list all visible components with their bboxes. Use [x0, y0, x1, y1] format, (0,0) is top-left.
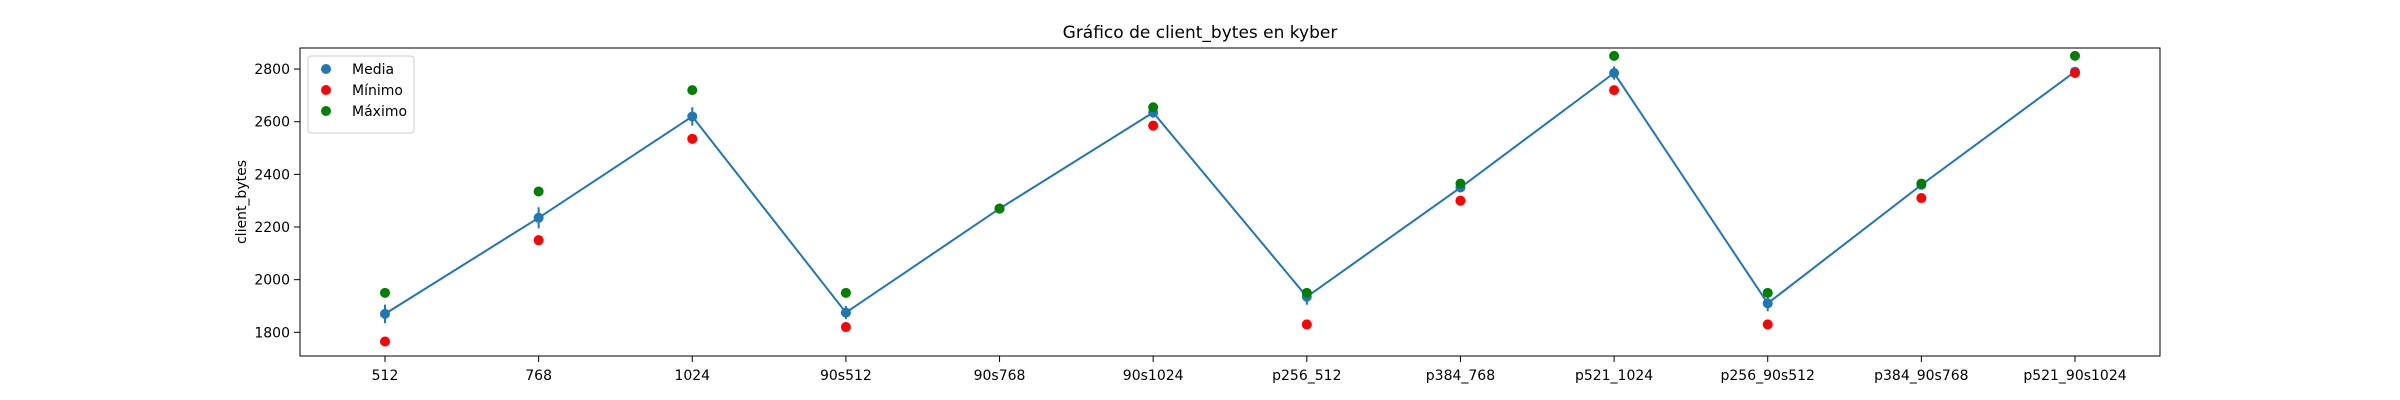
y-tick-label: 1800 — [254, 325, 290, 341]
x-tick-label: 90s512 — [820, 368, 872, 384]
data-point — [533, 186, 544, 197]
data-point — [380, 287, 390, 298]
x-tick-label: p384_90s768 — [1874, 368, 1968, 384]
x-tick-label: 512 — [372, 368, 399, 384]
data-point — [840, 322, 851, 333]
legend-marker — [321, 85, 331, 95]
series-0 — [380, 66, 2080, 324]
data-point — [533, 235, 544, 246]
data-point — [840, 307, 851, 318]
y-tick-label: 2400 — [254, 167, 290, 183]
y-tick-label: 2800 — [254, 62, 290, 78]
y-tick-label: 2000 — [254, 273, 290, 289]
y-tick-label: 2600 — [254, 115, 290, 131]
x-tick-label: 90s1024 — [1123, 368, 1184, 384]
data-point — [994, 203, 1005, 214]
data-point — [380, 336, 390, 347]
chart-title: Gráfico de client_bytes en kyber — [1063, 23, 1338, 43]
plot-frame — [299, 47, 2161, 357]
y-axis: 1800 2000 2200 2400 2600 2800 — [254, 62, 300, 341]
data-point — [687, 133, 698, 144]
x-tick-label: p256_512 — [1272, 368, 1341, 384]
x-axis: 512 768 1024 90s512 90s768 90s1024 p256_512 p38… — [372, 356, 2127, 384]
data-point — [1762, 319, 1773, 330]
series-1 — [380, 68, 2080, 347]
legend-marker — [321, 64, 331, 74]
y-tick-label: 2200 — [254, 220, 290, 236]
series-line — [384, 70, 2076, 315]
data-point — [1762, 298, 1773, 309]
legend-label: Mínimo — [352, 83, 403, 99]
data-point — [380, 308, 390, 319]
series-2 — [380, 50, 2080, 298]
data-point — [1609, 85, 1620, 96]
legend-label: Media — [352, 62, 394, 78]
legend-label: Máximo — [352, 104, 407, 120]
x-tick-label: 1024 — [674, 368, 710, 384]
data-point — [1455, 178, 1466, 189]
legend: Media Mínimo Máximo — [307, 55, 415, 134]
data-point — [1148, 120, 1159, 131]
data-point — [840, 287, 851, 298]
data-point — [1148, 102, 1159, 113]
series-layer — [380, 50, 2080, 347]
legend-marker — [321, 106, 331, 116]
x-tick-label: 90s768 — [974, 368, 1026, 384]
data-point — [687, 85, 698, 96]
data-point — [533, 212, 544, 223]
data-point — [1301, 287, 1312, 298]
data-point — [1916, 193, 1927, 204]
data-point — [1609, 50, 1620, 61]
data-point — [687, 111, 698, 122]
data-point — [2070, 50, 2080, 61]
x-tick-label: p521_90s1024 — [2023, 368, 2126, 384]
data-point — [1609, 68, 1620, 79]
data-point — [1916, 178, 1927, 189]
data-point — [2070, 68, 2080, 79]
x-tick-label: p256_90s512 — [1721, 368, 1815, 384]
y-axis-label: client_bytes — [234, 160, 250, 244]
x-tick-label: p521_1024 — [1575, 368, 1653, 384]
data-point — [1301, 319, 1312, 330]
data-point — [1762, 287, 1773, 298]
legend-box — [307, 55, 415, 134]
data-point — [1455, 195, 1466, 206]
x-tick-label: 768 — [525, 368, 552, 384]
x-tick-label: p384_768 — [1426, 368, 1495, 384]
